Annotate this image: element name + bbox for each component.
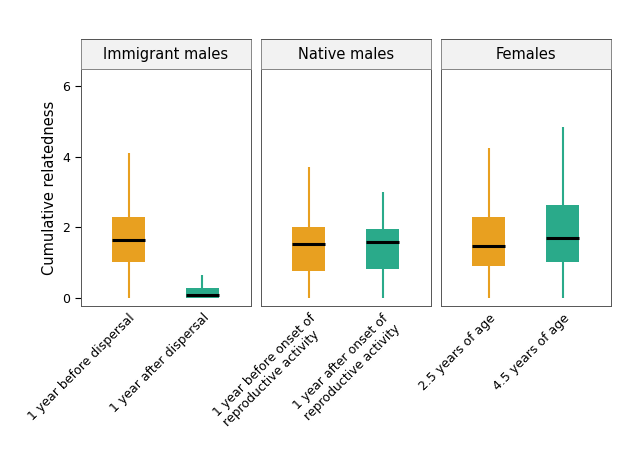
Bar — [112, 217, 145, 262]
Bar — [186, 288, 219, 297]
Text: Females: Females — [495, 47, 556, 62]
Text: Native males: Native males — [298, 47, 394, 62]
Bar — [366, 229, 399, 269]
Bar — [472, 217, 505, 266]
Y-axis label: Cumulative relatedness: Cumulative relatedness — [42, 101, 56, 275]
Bar — [292, 227, 326, 271]
Bar — [546, 205, 579, 262]
Text: Immigrant males: Immigrant males — [103, 47, 228, 62]
